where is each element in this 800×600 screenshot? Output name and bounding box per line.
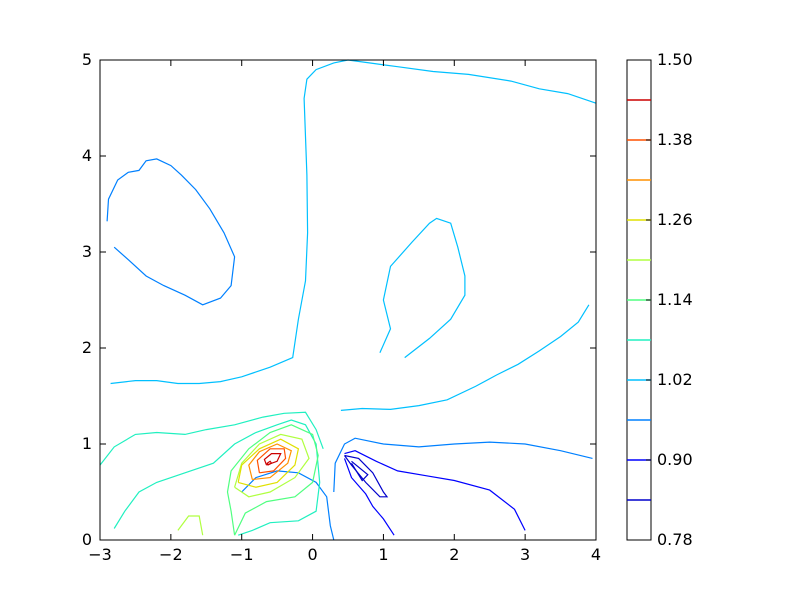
x-tick-label: 1 — [378, 545, 388, 564]
x-tick-label: −3 — [88, 545, 112, 564]
contour-line-5 — [241, 470, 335, 541]
contour-line-12 — [226, 424, 319, 536]
colorbar: 0.78 0.90 1.02 1.14 1.26 1.38 1.50 — [626, 50, 693, 549]
contour-line-13 — [177, 515, 204, 536]
x-tick-label: −2 — [159, 545, 183, 564]
colorbar-tick-label: 1.38 — [657, 130, 693, 149]
y-tick-label: 3 — [82, 242, 92, 261]
colorbar-tick-label: 1.02 — [657, 370, 693, 389]
y-tick-label: 4 — [82, 146, 92, 165]
x-axis: −3 −2 −1 0 1 2 3 4 — [88, 60, 601, 564]
y-tick-label: 2 — [82, 338, 92, 357]
contour-line-7 — [343, 458, 395, 536]
x-tick-label: −1 — [230, 545, 254, 564]
colorbar-tick-label: 0.78 — [657, 530, 693, 549]
x-tick-label: 3 — [520, 545, 530, 564]
contour-line-0 — [106, 158, 236, 306]
y-tick-label: 1 — [82, 434, 92, 453]
colorbar-tick-label: 1.26 — [657, 210, 693, 229]
colorbar-tick-label: 1.50 — [657, 50, 693, 69]
contour-line-14 — [234, 433, 310, 498]
x-tick-label: 4 — [591, 545, 601, 564]
contour-line-1 — [110, 59, 597, 385]
x-tick-label: 2 — [449, 545, 459, 564]
contour-line-9 — [350, 460, 369, 482]
x-tick-label: 0 — [307, 545, 317, 564]
contour-line-19 — [266, 460, 273, 466]
y-tick-label: 0 — [82, 530, 92, 549]
contour-line-3 — [379, 217, 466, 359]
y-axis: 0 1 2 3 4 5 — [82, 50, 596, 549]
contour-line-10 — [99, 411, 324, 466]
colorbar-tick-label: 0.90 — [657, 450, 693, 469]
y-tick-label: 5 — [82, 50, 92, 69]
contour-line-4 — [333, 437, 593, 493]
contour-line-16 — [248, 443, 293, 481]
contour-line-17 — [256, 448, 287, 474]
contour-line-15 — [237, 438, 300, 488]
contour-line-6 — [344, 450, 526, 531]
colorbar-tick-label: 1.14 — [657, 290, 693, 309]
contour-line-2 — [340, 304, 590, 411]
contour-layer — [99, 59, 597, 541]
plot-area-frame — [99, 59, 597, 541]
contour-line-18 — [263, 453, 282, 466]
contour-line-11 — [113, 419, 321, 536]
